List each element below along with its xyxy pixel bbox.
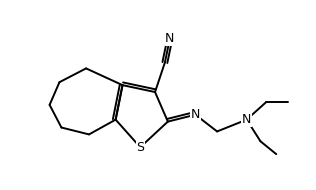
Text: N: N — [191, 108, 200, 121]
Text: N: N — [242, 113, 251, 126]
Text: N: N — [165, 32, 174, 45]
Text: S: S — [136, 141, 144, 154]
